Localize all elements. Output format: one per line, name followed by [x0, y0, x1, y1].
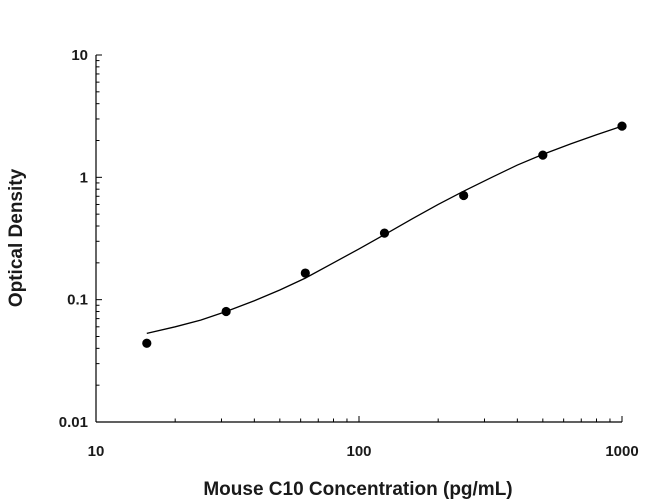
data-point	[221, 306, 231, 317]
x-tick-label: 10	[88, 443, 105, 460]
x-tick-label: 1000	[605, 443, 638, 460]
data-point	[459, 190, 469, 201]
x-tick-label: 100	[346, 443, 371, 460]
y-axis-title: Optical Density	[6, 168, 27, 307]
axes	[95, 54, 623, 423]
y-tick-label: 0.1	[67, 292, 88, 309]
y-tick-label: 10	[71, 47, 88, 64]
y-tick-label: 1	[80, 169, 88, 186]
data-point	[300, 268, 310, 278]
data-point	[538, 150, 548, 160]
x-axis-title: Mouse C10 Concentration (pg/mL)	[203, 479, 512, 500]
data-points-layer	[142, 121, 627, 348]
data-point	[617, 121, 627, 131]
data-point	[142, 338, 152, 348]
y-tick-label: 0.01	[59, 414, 88, 431]
data-point	[379, 228, 390, 238]
